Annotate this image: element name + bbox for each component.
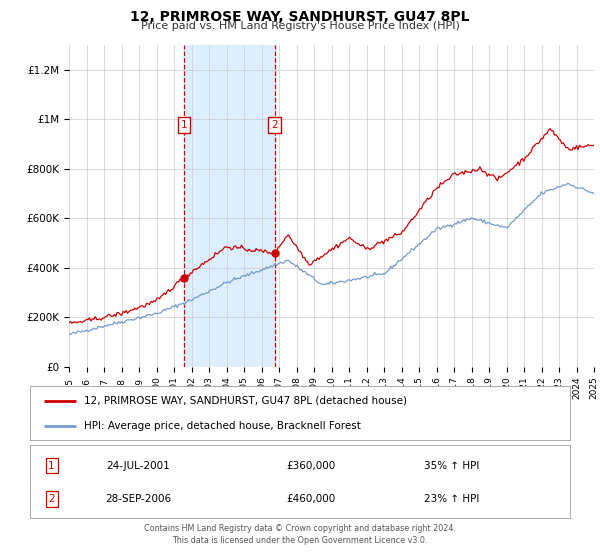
Text: £360,000: £360,000	[286, 460, 335, 470]
Text: 35% ↑ HPI: 35% ↑ HPI	[424, 460, 479, 470]
Text: Contains HM Land Registry data © Crown copyright and database right 2024.
This d: Contains HM Land Registry data © Crown c…	[144, 524, 456, 545]
Text: 2: 2	[271, 120, 278, 130]
Text: £460,000: £460,000	[286, 494, 335, 504]
Text: 24-JUL-2001: 24-JUL-2001	[106, 460, 170, 470]
Text: HPI: Average price, detached house, Bracknell Forest: HPI: Average price, detached house, Brac…	[84, 421, 361, 431]
Text: 1: 1	[181, 120, 187, 130]
Text: 28-SEP-2006: 28-SEP-2006	[105, 494, 171, 504]
Text: 2: 2	[48, 494, 55, 504]
Text: 12, PRIMROSE WAY, SANDHURST, GU47 8PL (detached house): 12, PRIMROSE WAY, SANDHURST, GU47 8PL (d…	[84, 396, 407, 406]
Bar	[184, 45, 275, 367]
Text: 23% ↑ HPI: 23% ↑ HPI	[424, 494, 479, 504]
Text: Price paid vs. HM Land Registry's House Price Index (HPI): Price paid vs. HM Land Registry's House …	[140, 21, 460, 31]
Text: 1: 1	[48, 460, 55, 470]
Text: 12, PRIMROSE WAY, SANDHURST, GU47 8PL: 12, PRIMROSE WAY, SANDHURST, GU47 8PL	[130, 10, 470, 24]
